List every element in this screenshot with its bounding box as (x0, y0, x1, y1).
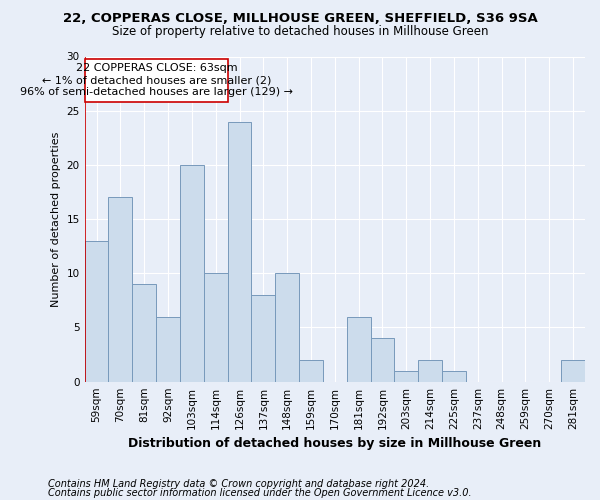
Bar (109, 198, 132, 382)
Text: 96% of semi-detached houses are larger (129) →: 96% of semi-detached houses are larger (… (20, 88, 293, 98)
Bar (418, 360, 442, 382)
Text: Contains public sector information licensed under the Open Government Licence v3: Contains public sector information licen… (48, 488, 472, 498)
Bar (394, 371, 418, 382)
Bar (371, 338, 394, 382)
Bar (442, 371, 466, 382)
Bar (347, 316, 371, 382)
Bar (180, 165, 204, 382)
Text: 22, COPPERAS CLOSE, MILLHOUSE GREEN, SHEFFIELD, S36 9SA: 22, COPPERAS CLOSE, MILLHOUSE GREEN, SHE… (62, 12, 538, 26)
Text: Size of property relative to detached houses in Millhouse Green: Size of property relative to detached ho… (112, 25, 488, 38)
X-axis label: Distribution of detached houses by size in Millhouse Green: Distribution of detached houses by size … (128, 437, 541, 450)
Bar (156, 316, 180, 382)
Bar (561, 360, 585, 382)
Bar (132, 284, 156, 382)
Bar (85, 241, 109, 382)
Text: ← 1% of detached houses are smaller (2): ← 1% of detached houses are smaller (2) (42, 76, 271, 86)
Bar (227, 122, 251, 382)
Bar (204, 274, 227, 382)
Text: 22 COPPERAS CLOSE: 63sqm: 22 COPPERAS CLOSE: 63sqm (76, 63, 238, 73)
Bar (251, 295, 275, 382)
Text: Contains HM Land Registry data © Crown copyright and database right 2024.: Contains HM Land Registry data © Crown c… (48, 479, 429, 489)
Bar (275, 274, 299, 382)
Bar (299, 360, 323, 382)
Y-axis label: Number of detached properties: Number of detached properties (51, 132, 61, 307)
FancyBboxPatch shape (85, 58, 228, 102)
